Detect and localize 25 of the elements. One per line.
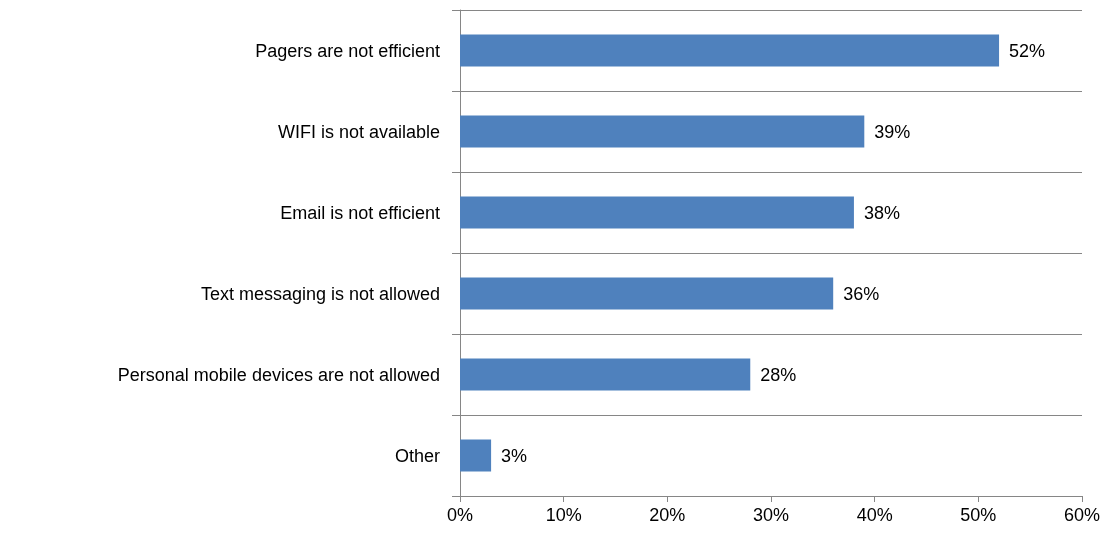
y-tick-label: Email is not efficient: [280, 202, 440, 223]
y-tick-label: Other: [394, 445, 440, 466]
data-label: 28%: [760, 364, 797, 385]
bar: [460, 277, 834, 310]
data-label: 38%: [863, 202, 900, 223]
data-label: 39%: [874, 121, 911, 142]
y-tick-label: Pagers are not efficient: [255, 40, 440, 61]
x-tick-label: 50%: [960, 505, 997, 525]
x-tick-label: 60%: [1063, 505, 1101, 525]
bar: [460, 115, 865, 148]
bar: [460, 196, 854, 229]
x-tick-label: 40%: [856, 505, 893, 525]
data-label: 36%: [843, 283, 880, 304]
x-tick-label: 30%: [752, 505, 790, 525]
y-tick-label: Text messaging is not allowed: [200, 283, 440, 304]
y-tick-label: Personal mobile devices are not allowed: [117, 364, 440, 385]
bar: [460, 439, 492, 472]
bar: [460, 358, 751, 391]
data-label: 52%: [1009, 40, 1046, 61]
x-tick-label: 0%: [446, 505, 474, 525]
x-tick-label: 20%: [649, 505, 686, 525]
bar: [460, 34, 1000, 67]
y-tick-label: WIFI is not available: [277, 121, 440, 142]
data-label: 3%: [501, 445, 528, 466]
x-tick-label: 10%: [545, 505, 582, 525]
